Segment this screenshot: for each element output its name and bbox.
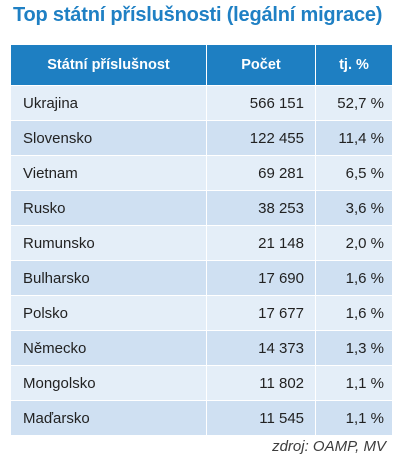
count-cell: 122 455	[206, 120, 316, 156]
nationality-cell: Bulharsko	[10, 260, 207, 296]
percent-cell: 1,3 %	[315, 330, 393, 366]
source-note: zdroj: OAMP, MV	[272, 438, 386, 455]
table-title: Top státní příslušnosti (legální migrace…	[13, 4, 383, 26]
percent-cell: 1,1 %	[315, 365, 393, 401]
nationality-cell: Ukrajina	[10, 85, 207, 121]
count-cell: 17 677	[206, 295, 316, 331]
nationality-cell: Rusko	[10, 190, 207, 226]
percent-cell: 11,4 %	[315, 120, 393, 156]
nationality-cell: Maďarsko	[10, 400, 207, 436]
percent-cell: 52,7 %	[315, 85, 393, 121]
table-row: Slovensko 122 455 11,4 %	[10, 120, 393, 156]
nationality-cell: Polsko	[10, 295, 207, 331]
table-row: Rusko 38 253 3,6 %	[10, 190, 393, 226]
nationality-cell: Vietnam	[10, 155, 207, 191]
table-row: Rumunsko 21 148 2,0 %	[10, 225, 393, 261]
header-percent: tj. %	[315, 44, 393, 86]
count-cell: 11 802	[206, 365, 316, 401]
table-row: Vietnam 69 281 6,5 %	[10, 155, 393, 191]
percent-cell: 1,6 %	[315, 295, 393, 331]
table-row: Bulharsko 17 690 1,6 %	[10, 260, 393, 296]
header-nationality: Státní příslušnost	[10, 44, 207, 86]
percent-cell: 2,0 %	[315, 225, 393, 261]
table-row: Ukrajina 566 151 52,7 %	[10, 85, 393, 121]
header-count: Počet	[206, 44, 316, 86]
nationality-cell: Rumunsko	[10, 225, 207, 261]
count-cell: 21 148	[206, 225, 316, 261]
nationality-table: Státní příslušnost Počet tj. % Ukrajina …	[10, 44, 393, 436]
count-cell: 11 545	[206, 400, 316, 436]
count-cell: 38 253	[206, 190, 316, 226]
percent-cell: 1,1 %	[315, 400, 393, 436]
count-cell: 566 151	[206, 85, 316, 121]
nationality-cell: Slovensko	[10, 120, 207, 156]
table-row: Maďarsko 11 545 1,1 %	[10, 400, 393, 436]
count-cell: 69 281	[206, 155, 316, 191]
count-cell: 17 690	[206, 260, 316, 296]
percent-cell: 6,5 %	[315, 155, 393, 191]
header-row: Státní příslušnost Počet tj. %	[10, 44, 393, 86]
nationality-cell: Mongolsko	[10, 365, 207, 401]
table-row: Polsko 17 677 1,6 %	[10, 295, 393, 331]
count-cell: 14 373	[206, 330, 316, 366]
percent-cell: 1,6 %	[315, 260, 393, 296]
percent-cell: 3,6 %	[315, 190, 393, 226]
table-row: Německo 14 373 1,3 %	[10, 330, 393, 366]
nationality-cell: Německo	[10, 330, 207, 366]
table-row: Mongolsko 11 802 1,1 %	[10, 365, 393, 401]
